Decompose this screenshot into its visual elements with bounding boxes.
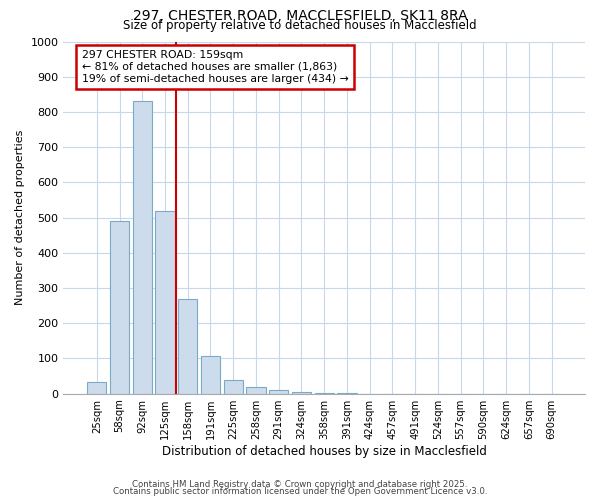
Bar bbox=[155, 210, 175, 394]
Bar bbox=[178, 298, 197, 394]
Bar bbox=[247, 386, 266, 394]
Bar bbox=[110, 221, 129, 394]
X-axis label: Distribution of detached houses by size in Macclesfield: Distribution of detached houses by size … bbox=[162, 444, 487, 458]
Bar bbox=[87, 382, 106, 394]
Bar bbox=[292, 392, 311, 394]
Text: Size of property relative to detached houses in Macclesfield: Size of property relative to detached ho… bbox=[123, 18, 477, 32]
Bar bbox=[337, 392, 356, 394]
Bar bbox=[269, 390, 289, 394]
Text: Contains public sector information licensed under the Open Government Licence v3: Contains public sector information licen… bbox=[113, 487, 487, 496]
Bar bbox=[314, 392, 334, 394]
Bar bbox=[133, 102, 152, 394]
Bar bbox=[201, 356, 220, 394]
Text: 297, CHESTER ROAD, MACCLESFIELD, SK11 8RA: 297, CHESTER ROAD, MACCLESFIELD, SK11 8R… bbox=[133, 9, 467, 23]
Text: Contains HM Land Registry data © Crown copyright and database right 2025.: Contains HM Land Registry data © Crown c… bbox=[132, 480, 468, 489]
Y-axis label: Number of detached properties: Number of detached properties bbox=[15, 130, 25, 306]
Text: 297 CHESTER ROAD: 159sqm
← 81% of detached houses are smaller (1,863)
19% of sem: 297 CHESTER ROAD: 159sqm ← 81% of detach… bbox=[82, 50, 349, 84]
Bar bbox=[224, 380, 243, 394]
